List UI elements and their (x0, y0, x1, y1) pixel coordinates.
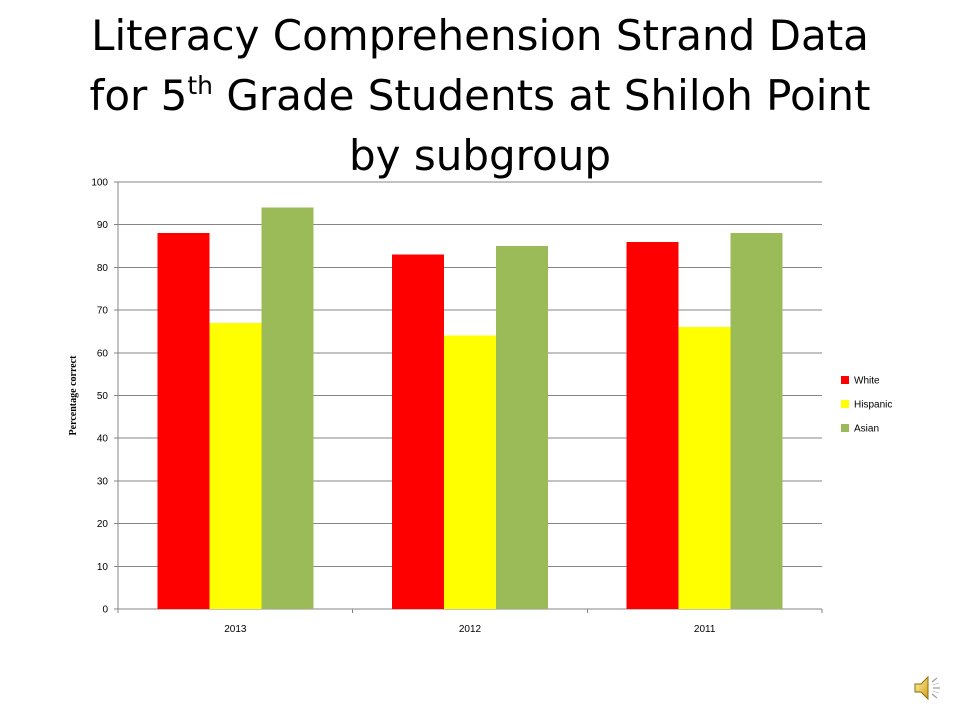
legend-swatch-white (841, 376, 849, 384)
legend-label-asian: Asian (854, 424, 879, 435)
legend-swatch-asian (841, 424, 849, 432)
bar-white-2011 (626, 241, 679, 609)
bar-asian-2011 (730, 233, 783, 610)
y-tick-label: 50 (97, 391, 109, 402)
y-tick-label: 80 (97, 263, 109, 274)
bar-white-2013 (157, 233, 210, 610)
y-tick-label: 60 (97, 348, 109, 359)
slide-title: Literacy Comprehension Strand Data for 5… (30, 6, 930, 186)
x-tick-label: 2013 (224, 624, 247, 635)
legend-swatch-hispanic (841, 400, 849, 408)
bar-hispanic-2011 (678, 327, 731, 609)
bar-white-2012 (392, 254, 444, 609)
x-tick-label: 2012 (459, 624, 482, 635)
bar-hispanic-2013 (209, 322, 262, 609)
y-tick-label: 20 (97, 519, 109, 530)
title-line-2-post: Grade Students at Shiloh Point (213, 71, 871, 120)
bar-hispanic-2012 (444, 335, 496, 609)
legend-label-white: White (854, 376, 880, 387)
bar-asian-2012 (496, 246, 548, 610)
title-line-1: Literacy Comprehension Strand Data (91, 11, 869, 60)
y-tick-label: 100 (91, 178, 108, 189)
y-tick-label: 40 (97, 434, 109, 445)
y-axis-title: Percentage correct (68, 355, 79, 436)
bar-asian-2013 (261, 207, 314, 609)
y-tick-label: 90 (97, 220, 109, 231)
y-tick-label: 10 (97, 562, 109, 573)
y-tick-label: 0 (102, 605, 108, 616)
y-tick-label: 70 (97, 306, 109, 317)
legend-label-hispanic: Hispanic (854, 400, 892, 411)
speaker-icon[interactable] (912, 672, 944, 704)
x-tick-label: 2011 (694, 624, 716, 635)
title-line-2-pre: for 5 (89, 71, 188, 120)
title-line-2-sup: th (187, 71, 214, 100)
y-tick-label: 30 (97, 476, 109, 487)
title-line-3: by subgroup (348, 131, 611, 180)
